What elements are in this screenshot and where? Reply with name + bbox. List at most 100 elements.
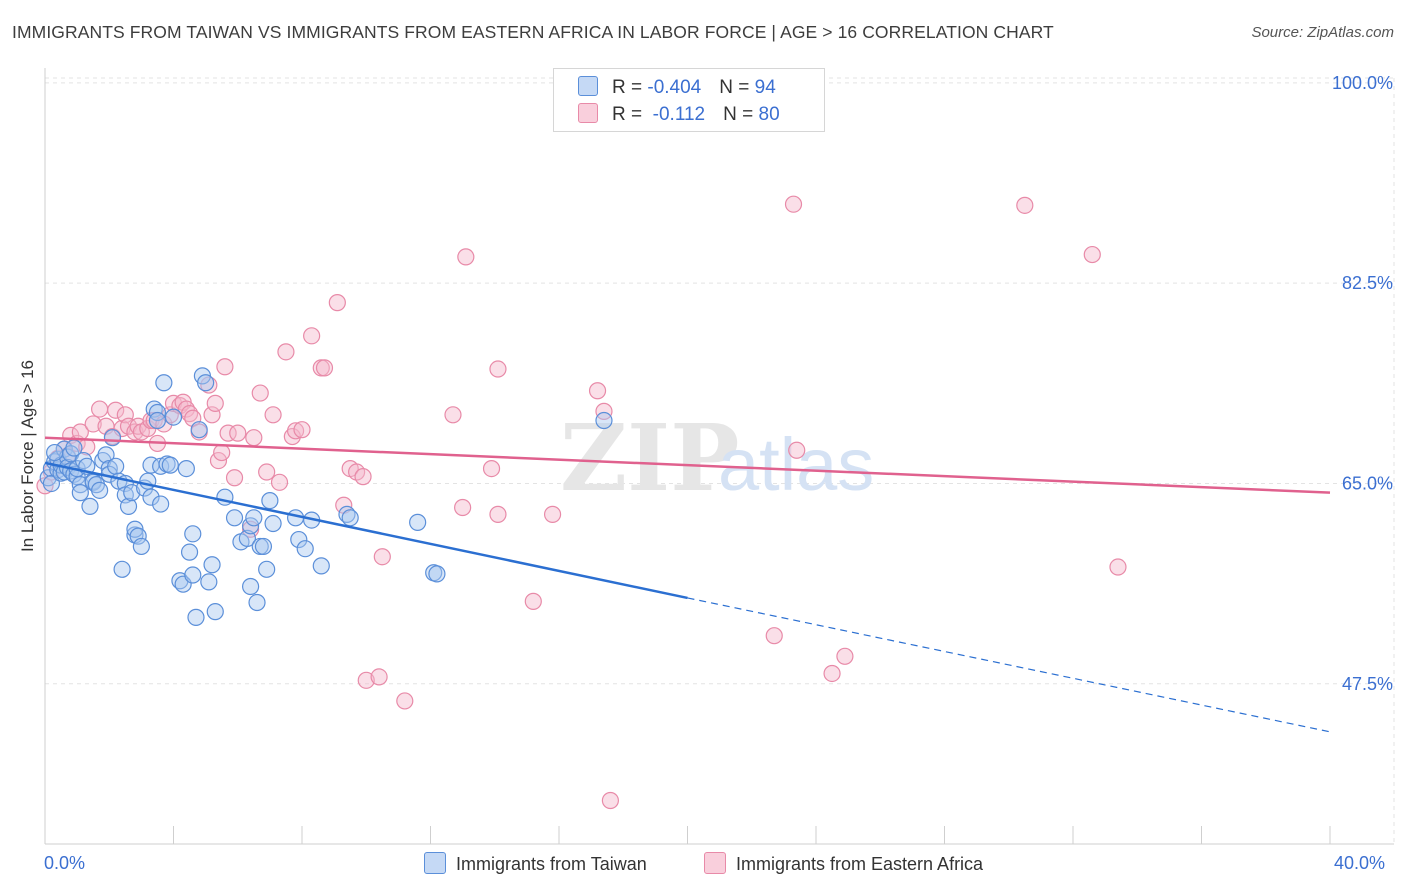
legend-n-label: N = bbox=[723, 104, 759, 125]
taiwan-point bbox=[177, 459, 195, 478]
legend-label: Immigrants from Eastern Africa bbox=[736, 854, 984, 874]
taiwan-point bbox=[91, 481, 109, 499]
taiwan-point bbox=[148, 411, 167, 430]
eastern-africa-point bbox=[216, 358, 234, 376]
source-note: Source: ZipAtlas.com bbox=[1251, 24, 1394, 41]
eastern-africa-point bbox=[251, 384, 269, 402]
taiwan-point bbox=[107, 457, 125, 475]
taiwan-point bbox=[113, 560, 131, 578]
taiwan-point bbox=[46, 443, 64, 462]
eastern-africa-point bbox=[180, 405, 199, 423]
taiwan-point bbox=[119, 497, 138, 515]
taiwan-point bbox=[203, 556, 221, 574]
eastern-africa-point bbox=[601, 791, 620, 810]
taiwan-point bbox=[123, 484, 141, 502]
eastern-africa-point bbox=[836, 647, 854, 665]
taiwan-point bbox=[258, 560, 276, 578]
x-tick-label-min: 0.0% bbox=[44, 853, 86, 873]
taiwan-point bbox=[142, 488, 160, 506]
legend-swatch-blue bbox=[424, 852, 446, 874]
eastern-africa-point bbox=[370, 668, 388, 686]
eastern-africa-point bbox=[1109, 558, 1127, 576]
legend-swatch-pink bbox=[578, 103, 598, 123]
taiwan-point bbox=[409, 513, 427, 531]
eastern-africa-point bbox=[396, 692, 414, 710]
taiwan-point bbox=[341, 509, 359, 527]
taiwan-point bbox=[180, 543, 199, 561]
taiwan-point bbox=[264, 514, 282, 533]
y-tick-label: 82.5% bbox=[1342, 273, 1393, 293]
taiwan-point bbox=[312, 557, 330, 575]
taiwan-point bbox=[132, 537, 150, 556]
legend-n-value: 94 bbox=[754, 77, 776, 98]
taiwan-point bbox=[187, 608, 205, 626]
legend-n-value: 80 bbox=[758, 104, 780, 125]
eastern-africa-point bbox=[107, 401, 125, 419]
y-tick-labels: 47.5% 65.0% 82.5% 100.0% bbox=[1332, 73, 1393, 694]
taiwan-point bbox=[225, 509, 244, 527]
taiwan-point bbox=[248, 593, 266, 612]
watermark: ZIP atlas bbox=[560, 404, 874, 512]
taiwan-point bbox=[164, 408, 183, 426]
taiwan-point bbox=[197, 374, 215, 392]
legend-label: Immigrants from Taiwan bbox=[456, 854, 647, 874]
eastern-africa-point bbox=[543, 505, 562, 523]
taiwan-point bbox=[254, 537, 273, 556]
legend-item-taiwan: Immigrants from Taiwan bbox=[424, 852, 647, 875]
taiwan-point bbox=[97, 446, 115, 464]
legend-r-label: R = bbox=[612, 77, 648, 98]
eastern-africa-trend-line bbox=[44, 436, 1331, 494]
axes bbox=[44, 68, 1394, 845]
stats-legend: R = -0.404 N = 94 R = -0.112 N = 80 bbox=[553, 68, 825, 132]
legend-swatch-pink bbox=[704, 852, 726, 874]
taiwan-point bbox=[129, 527, 147, 545]
taiwan-point bbox=[152, 495, 170, 513]
watermark-zip: ZIP bbox=[560, 404, 739, 512]
eastern-africa-point bbox=[315, 359, 334, 377]
legend-r-label: R = bbox=[612, 104, 648, 125]
taiwan-point bbox=[206, 603, 224, 621]
legend-r-value: -0.112 bbox=[647, 104, 706, 125]
eastern-africa-point bbox=[245, 429, 263, 447]
eastern-africa-point bbox=[595, 402, 613, 420]
taiwan-point bbox=[595, 411, 613, 430]
eastern-africa-point bbox=[489, 360, 507, 378]
eastern-africa-point bbox=[177, 400, 195, 418]
taiwan-trend-extension bbox=[687, 597, 1331, 733]
legend-item-eastern-africa: Immigrants from Eastern Africa bbox=[704, 852, 983, 875]
trend-lines bbox=[44, 436, 1331, 733]
eastern-africa-point bbox=[200, 376, 218, 394]
eastern-africa-point bbox=[270, 473, 289, 491]
eastern-africa-point bbox=[258, 463, 276, 481]
eastern-africa-point bbox=[588, 382, 607, 400]
eastern-africa-point bbox=[206, 394, 224, 412]
eastern-africa-point bbox=[457, 248, 475, 266]
taiwan-point bbox=[245, 509, 263, 527]
eastern-africa-point bbox=[489, 505, 507, 523]
taiwan-point bbox=[261, 492, 279, 510]
eastern-africa-point bbox=[765, 627, 783, 645]
eastern-africa-point bbox=[784, 195, 803, 213]
eastern-africa-point bbox=[91, 400, 109, 418]
eastern-africa-point bbox=[213, 443, 231, 462]
taiwan-point bbox=[290, 530, 308, 549]
taiwan-point bbox=[200, 573, 218, 591]
taiwan-point bbox=[184, 566, 202, 584]
taiwan-point bbox=[184, 525, 202, 543]
y-tick-label: 47.5% bbox=[1342, 674, 1393, 694]
y-tick-label: 65.0% bbox=[1342, 473, 1393, 493]
taiwan-point bbox=[81, 497, 99, 515]
eastern-africa-point bbox=[293, 421, 311, 439]
eastern-africa-point bbox=[303, 327, 321, 345]
chart-title: IMMIGRANTS FROM TAIWAN VS IMMIGRANTS FRO… bbox=[12, 22, 1054, 42]
eastern-africa-point bbox=[788, 441, 806, 459]
taiwan-points bbox=[39, 367, 613, 626]
x-tick-label-max: 40.0% bbox=[1334, 853, 1386, 873]
eastern-africa-point bbox=[264, 406, 282, 424]
taiwan-trend-line bbox=[44, 461, 688, 600]
taiwan-point bbox=[428, 565, 446, 583]
legend-row-eastern-africa: R = -0.112 N = 80 bbox=[578, 103, 780, 127]
taiwan-point bbox=[190, 421, 208, 439]
eastern-africa-point bbox=[277, 343, 295, 361]
